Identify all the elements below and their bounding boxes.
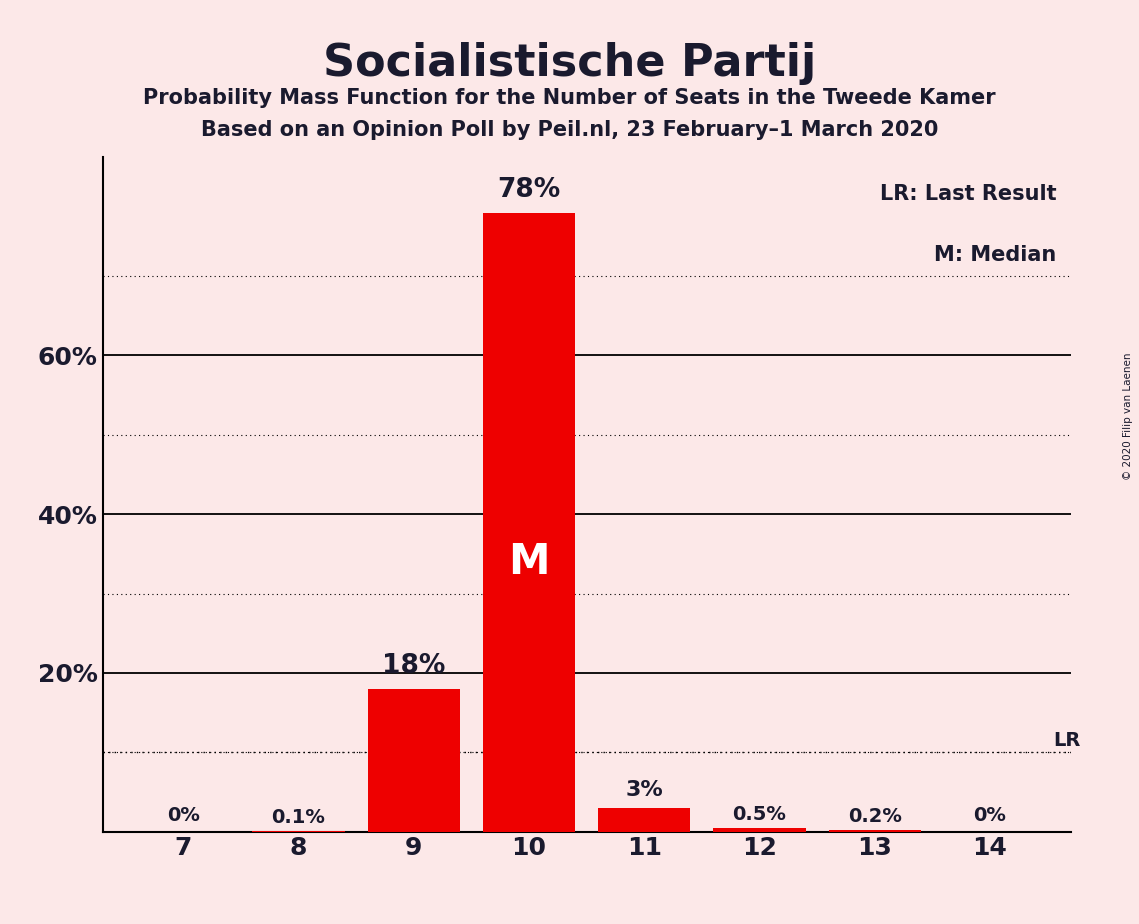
Text: 0.1%: 0.1% xyxy=(271,808,326,827)
Text: 3%: 3% xyxy=(625,780,663,800)
Bar xyxy=(713,828,805,832)
Bar xyxy=(598,808,690,832)
Text: 0.2%: 0.2% xyxy=(847,807,902,826)
Text: M: Median: M: Median xyxy=(934,245,1056,265)
Bar xyxy=(368,688,460,832)
Text: LR: LR xyxy=(1054,731,1081,750)
Text: Based on an Opinion Poll by Peil.nl, 23 February–1 March 2020: Based on an Opinion Poll by Peil.nl, 23 … xyxy=(200,120,939,140)
Bar xyxy=(828,830,920,832)
Text: 0%: 0% xyxy=(974,807,1007,825)
Text: Socialistische Partij: Socialistische Partij xyxy=(322,42,817,85)
Text: 18%: 18% xyxy=(382,653,445,679)
Text: LR: Last Result: LR: Last Result xyxy=(879,184,1056,204)
Text: 0%: 0% xyxy=(166,807,199,825)
Text: M: M xyxy=(508,541,550,583)
Bar xyxy=(483,213,575,832)
Text: 0.5%: 0.5% xyxy=(732,805,786,823)
Text: © 2020 Filip van Laenen: © 2020 Filip van Laenen xyxy=(1123,352,1133,480)
Text: 78%: 78% xyxy=(498,177,560,203)
Text: Probability Mass Function for the Number of Seats in the Tweede Kamer: Probability Mass Function for the Number… xyxy=(144,88,995,108)
